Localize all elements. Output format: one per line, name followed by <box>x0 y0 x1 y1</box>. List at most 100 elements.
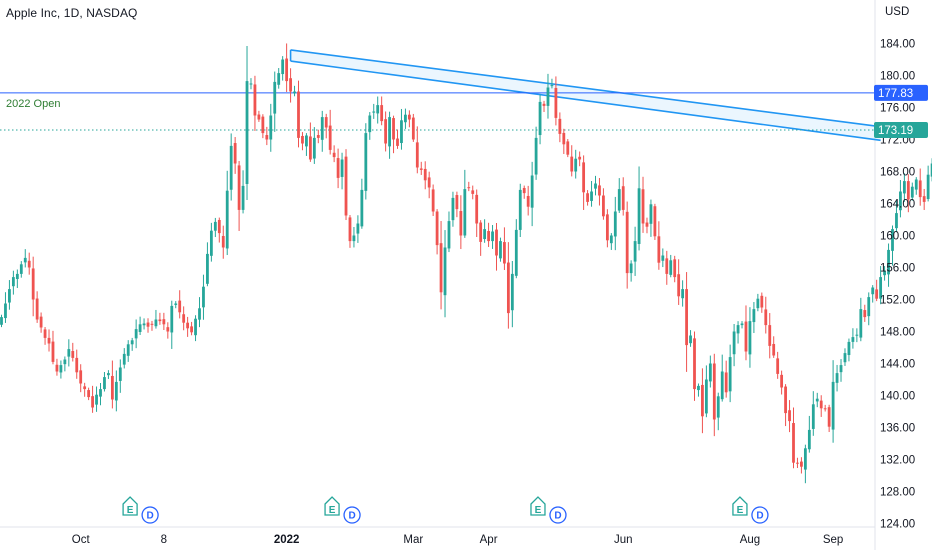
candle <box>522 185 526 199</box>
candle <box>740 321 744 329</box>
candle <box>891 225 894 266</box>
candle <box>87 387 91 401</box>
candle <box>800 457 803 474</box>
candle-body <box>681 289 685 299</box>
x-tick-label: Oct <box>72 534 91 546</box>
trend-channel[interactable] <box>289 49 881 142</box>
candle <box>352 227 356 248</box>
candle-body <box>530 175 534 208</box>
candle <box>685 272 688 372</box>
candle-body <box>107 373 110 376</box>
candle-body <box>459 211 463 236</box>
candle-body <box>542 103 546 106</box>
candle <box>582 155 586 210</box>
candle <box>190 321 193 336</box>
candle-body <box>364 133 368 191</box>
candle <box>768 313 772 359</box>
candle <box>281 56 285 81</box>
candle <box>629 260 633 282</box>
candle <box>514 219 518 279</box>
candle <box>605 209 609 248</box>
earnings-label: E <box>127 505 134 516</box>
candle <box>388 111 391 159</box>
candle-body <box>503 242 506 264</box>
candle <box>19 261 23 278</box>
candle <box>182 306 186 331</box>
candle-body <box>780 374 784 388</box>
candle-body <box>190 326 193 333</box>
candle-body <box>439 243 443 293</box>
candle <box>439 220 443 310</box>
y-tick-label: 128.00 <box>880 487 915 499</box>
candle-body <box>380 105 384 122</box>
candle <box>15 269 19 289</box>
candle <box>348 215 352 248</box>
candle <box>827 404 831 433</box>
candle-body <box>803 448 807 470</box>
candle <box>487 222 490 247</box>
candle-body <box>118 367 122 381</box>
candle-body <box>130 340 134 345</box>
candle <box>855 328 859 343</box>
candle <box>364 123 368 200</box>
candle-body <box>277 73 281 85</box>
candle <box>328 109 332 155</box>
candle-body <box>225 190 229 249</box>
x-tick-label: Sep <box>823 534 843 546</box>
candle-body <box>257 114 261 120</box>
candle-body <box>899 191 902 211</box>
candle-body <box>843 353 847 363</box>
candle <box>75 349 79 379</box>
candle <box>562 128 566 155</box>
candle-body <box>633 241 637 262</box>
candle <box>368 112 372 140</box>
candle <box>578 151 582 167</box>
candle-body <box>194 318 197 336</box>
candle-body <box>91 396 94 408</box>
candle <box>225 170 229 256</box>
candle <box>637 166 641 251</box>
earnings-label: E <box>737 505 744 516</box>
candle-body <box>819 400 823 409</box>
candle <box>570 145 574 177</box>
candle <box>657 221 661 270</box>
candle <box>435 209 439 255</box>
candle <box>843 348 847 366</box>
candle <box>206 242 209 287</box>
candle <box>887 243 890 287</box>
candle <box>162 312 166 330</box>
candle <box>613 196 617 251</box>
candle <box>471 185 475 200</box>
candle-body <box>673 259 677 278</box>
candle <box>297 80 300 148</box>
candle-body <box>479 222 483 242</box>
candle <box>602 188 605 220</box>
candle-body <box>902 181 906 194</box>
candle <box>320 110 324 152</box>
candle-body <box>914 179 918 190</box>
candle <box>851 328 855 349</box>
candle <box>138 316 142 336</box>
candle-body <box>609 235 613 244</box>
candle <box>237 160 241 231</box>
candle-body <box>827 407 831 427</box>
candle <box>443 230 447 318</box>
candle-body <box>550 85 554 87</box>
candle <box>534 126 538 180</box>
candle-body <box>855 334 859 336</box>
candle-body <box>229 145 233 190</box>
candle-body <box>704 379 708 414</box>
candle-body <box>138 324 142 332</box>
candle-body <box>8 289 11 303</box>
candle <box>681 280 685 307</box>
x-tick-label: 2022 <box>274 534 300 546</box>
candle-body <box>724 372 728 393</box>
candle-body <box>447 221 451 249</box>
candle <box>625 201 629 289</box>
